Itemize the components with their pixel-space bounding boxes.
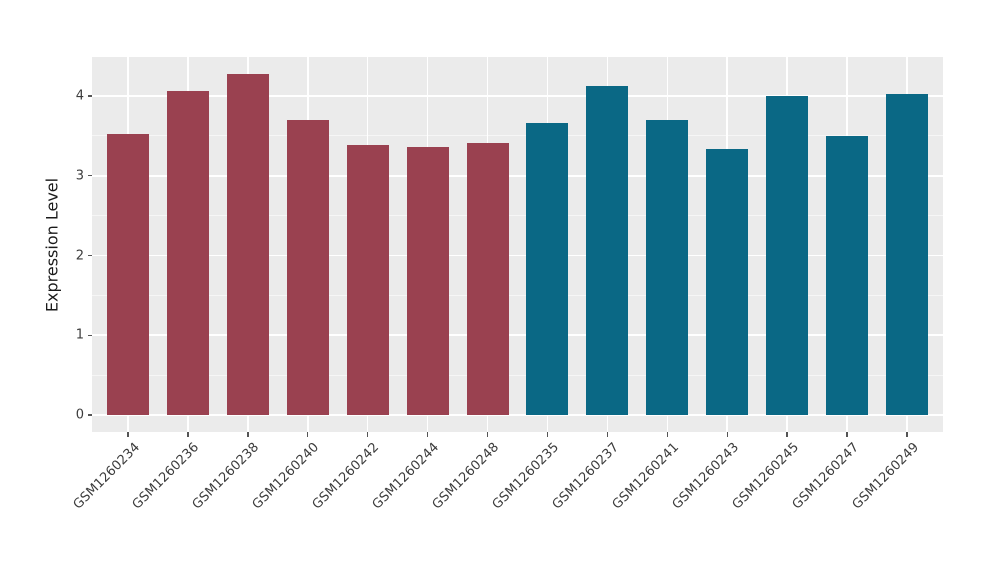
plot-panel (92, 57, 943, 432)
major-gridline (92, 95, 943, 97)
x-tick-mark (187, 432, 189, 437)
minor-gridline (92, 374, 943, 376)
x-tick-mark (127, 432, 129, 437)
y-tick-label: 1 (75, 327, 84, 343)
x-tick-mark (546, 432, 549, 437)
y-tick-mark (87, 414, 92, 416)
x-tick-mark (307, 432, 309, 437)
bar-GSM1260240 (286, 119, 329, 415)
bar-GSM1260248 (466, 143, 509, 415)
x-tick-mark (247, 432, 249, 437)
x-tick-mark (426, 432, 429, 437)
bar-GSM1260244 (406, 147, 449, 415)
x-tick-mark (726, 432, 728, 437)
x-tick-mark (666, 432, 668, 437)
bar-GSM1260236 (166, 91, 209, 415)
minor-gridline (92, 215, 943, 217)
x-tick-mark (846, 432, 848, 437)
bar-GSM1260234 (106, 133, 149, 415)
y-tick-mark (87, 334, 92, 336)
y-tick-label: 3 (75, 168, 84, 184)
major-gridline (92, 174, 943, 177)
y-tick-label: 0 (75, 407, 84, 423)
y-tick-mark (87, 254, 92, 257)
bar-GSM1260241 (646, 119, 689, 415)
bar-GSM1260243 (706, 149, 749, 415)
x-tick-mark (906, 432, 908, 437)
major-gridline (92, 254, 943, 257)
major-gridline (92, 334, 943, 336)
y-tick-mark (87, 175, 92, 177)
x-tick-mark (486, 432, 489, 437)
y-tick-label: 2 (75, 248, 84, 263)
x-tick-mark (786, 432, 788, 437)
y-tick-mark (87, 95, 92, 97)
minor-gridline (92, 294, 943, 296)
x-tick-mark (606, 432, 609, 437)
bar-GSM1260247 (826, 135, 869, 415)
y-axis-title: Expression Level (42, 177, 62, 312)
bar-GSM1260235 (526, 123, 569, 415)
major-gridline (92, 414, 943, 416)
bar-GSM1260242 (346, 144, 389, 415)
bar-GSM1260245 (766, 96, 809, 415)
minor-gridline (92, 135, 943, 137)
bar-GSM1260238 (226, 73, 269, 415)
y-tick-label: 4 (75, 88, 84, 104)
bar-GSM1260237 (586, 85, 629, 415)
x-tick-mark (366, 432, 369, 437)
bar-GSM1260249 (886, 93, 929, 415)
